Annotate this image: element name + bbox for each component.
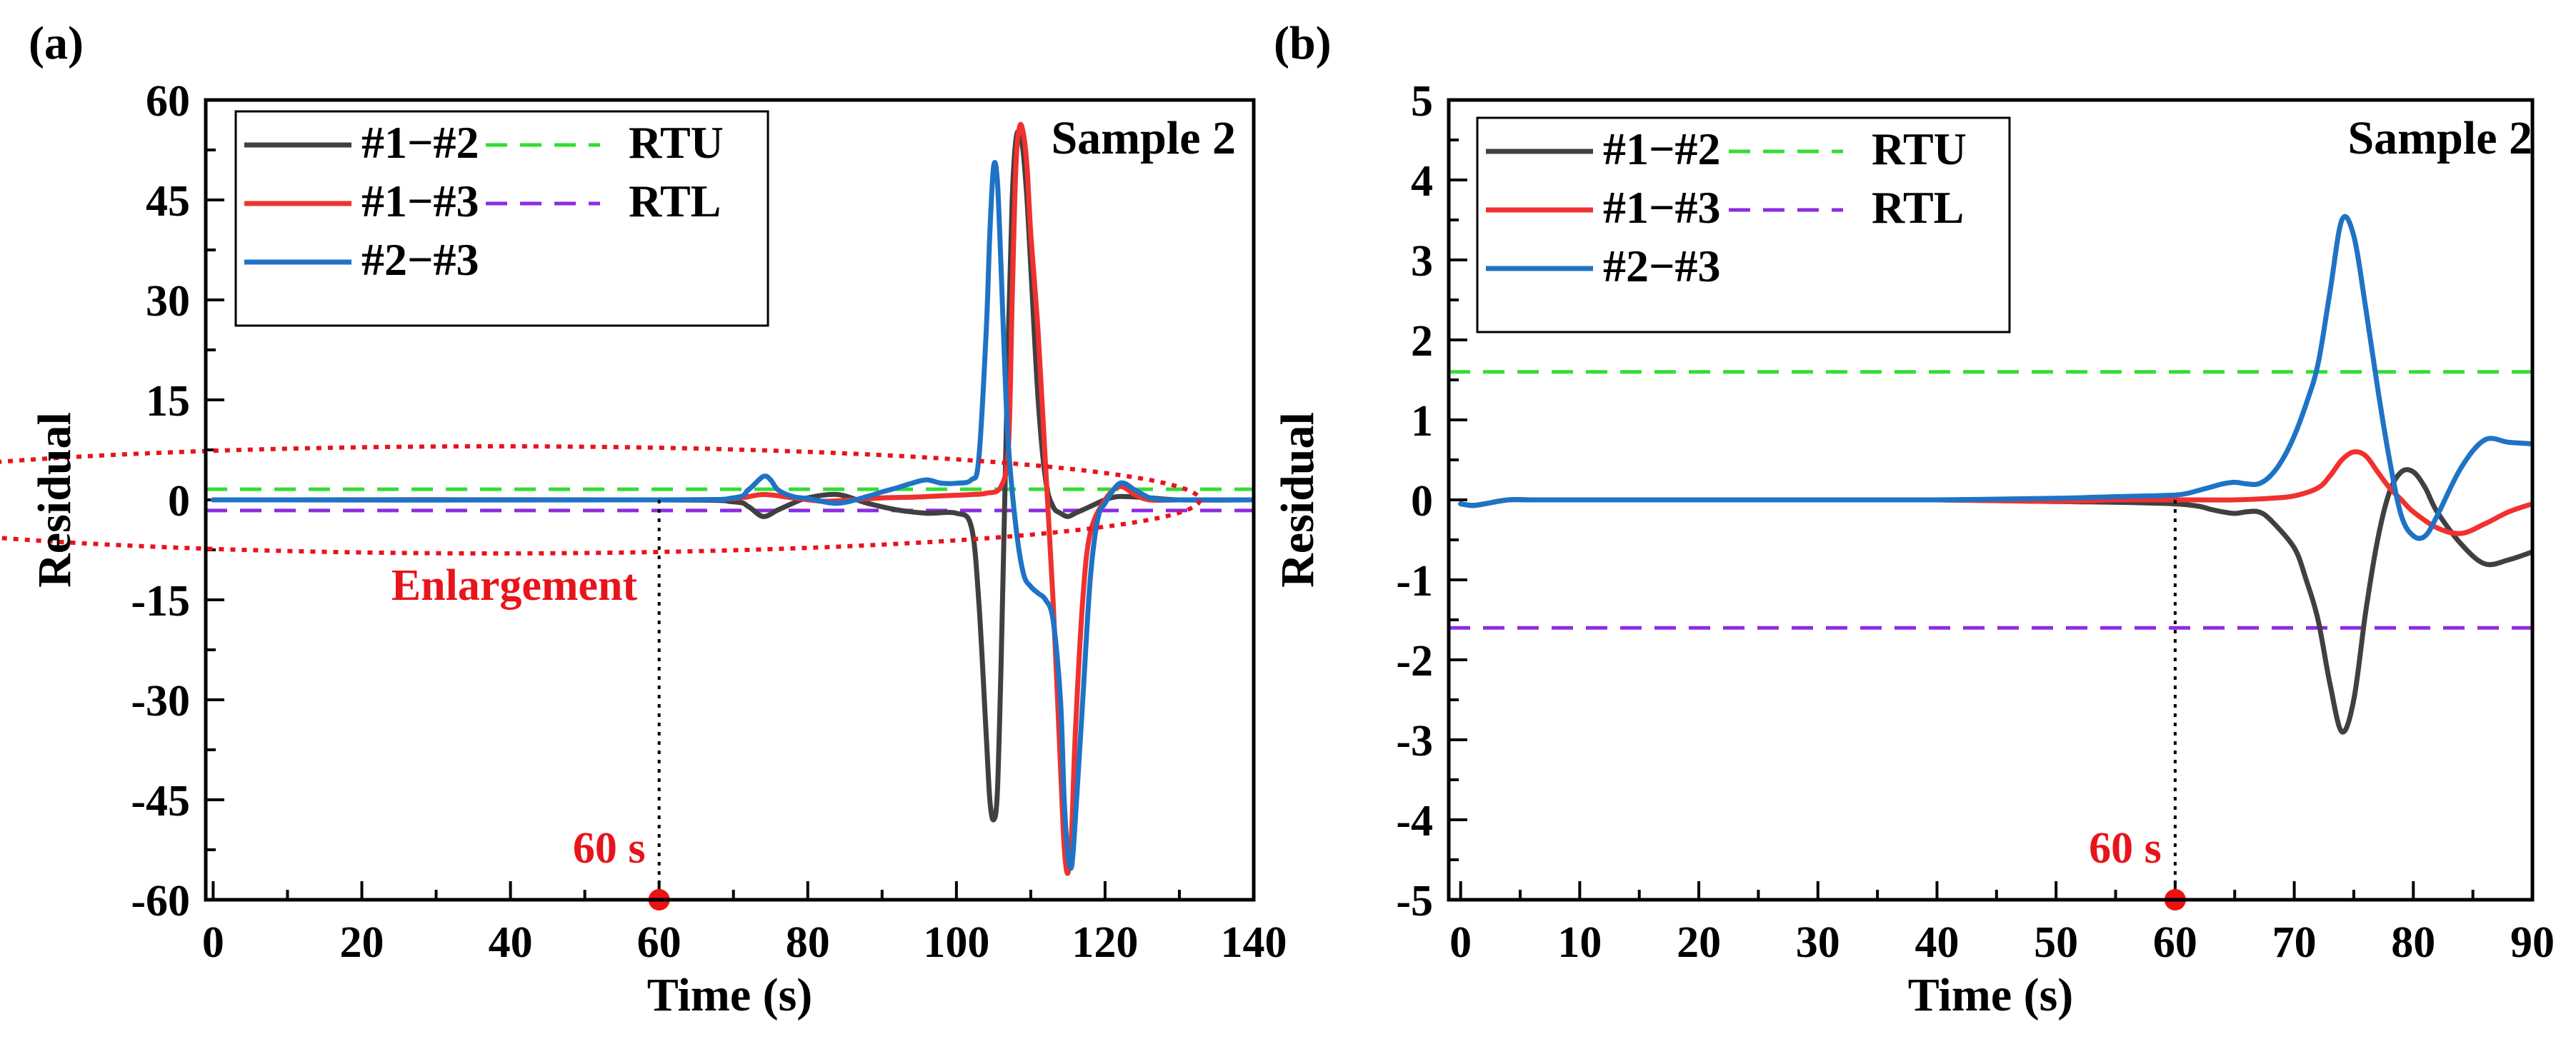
series-line--1-3 — [1458, 449, 2532, 536]
legend-label-rtu: RTU — [1872, 124, 1967, 174]
y-tick-label: -1 — [1396, 557, 1433, 606]
series-line--1-2 — [210, 129, 1254, 823]
legend-label-23: #2−#3 — [1603, 241, 1720, 291]
x-tick-label: 0 — [1449, 918, 1472, 967]
x-axis-label-a: Time (s) — [647, 969, 813, 1021]
y-tick-label: -45 — [131, 777, 190, 825]
legend-label-12: #1−#2 — [361, 117, 479, 168]
y-axis-label-a: Residual — [29, 412, 81, 588]
panel-label-a: (a) — [29, 17, 84, 69]
series-a — [206, 121, 1254, 876]
x-tick-label: 40 — [489, 918, 533, 967]
series-b — [1449, 214, 2532, 735]
y-tick-label: -3 — [1396, 717, 1433, 766]
plot-frame-b — [1447, 98, 2535, 902]
x-tick-label: 60 — [637, 918, 682, 967]
legend-a: #1−#2 #1−#3 #2−#3 RTU RTL — [234, 110, 769, 327]
x-tick-label: 10 — [1557, 918, 1602, 967]
legend-label-rtl: RTL — [629, 176, 721, 226]
x-tick-label: 20 — [1677, 918, 1721, 967]
panel-b: (b) 0 10 20 30 40 50 60 70 80 90543210-1-2-3-4-5 … — [1272, 17, 2555, 1021]
marker-label-60s-b: 60 s — [2089, 824, 2162, 873]
legend-label-12: #1−#2 — [1603, 124, 1720, 174]
y-tick-label: 15 — [146, 377, 190, 426]
plot-frame-a — [204, 98, 1256, 902]
marker-label-60s-a: 60 s — [573, 824, 646, 873]
x-tick-label: 40 — [1914, 918, 1959, 967]
x-tick-label: 20 — [339, 918, 384, 967]
y-tick-label: -4 — [1396, 797, 1433, 845]
panel-a: (a) 0 20 40 60 80 100 120 140 60 45 30 15 0 -15 -30 -45… — [0, 17, 1287, 1021]
y-tick-label: 0 — [1411, 477, 1433, 526]
x-tick-label: 70 — [2272, 918, 2317, 967]
y-tick-label: -30 — [131, 677, 190, 726]
legend-label-13: #1−#3 — [361, 176, 479, 226]
series-line--2-3 — [210, 160, 1254, 871]
y-axis-label-b: Residual — [1272, 412, 1324, 588]
tick-labels-a: 0 20 40 60 80 100 120 140 60 45 30 15 0 -15 -30 -45 -60 — [131, 77, 1287, 967]
legend-b: #1−#2 #1−#3 #2−#3 RTU RTL — [1476, 116, 2011, 333]
x-tick-label: 50 — [2034, 918, 2078, 967]
series-line--1-2 — [1458, 467, 2532, 735]
y-tick-label: -60 — [131, 877, 190, 925]
enlargement-label: Enlargement — [391, 561, 638, 610]
chart-title-a: Sample 2 — [1051, 112, 1236, 164]
y-tick-label: 3 — [1411, 237, 1433, 286]
series-line--2-3 — [1458, 214, 2532, 541]
y-tick-label: -2 — [1396, 637, 1433, 686]
y-tick-label: 4 — [1411, 157, 1433, 206]
y-tick-label: 45 — [146, 177, 190, 226]
y-tick-label: 30 — [146, 277, 190, 326]
legend-label-rtu: RTU — [629, 117, 724, 168]
annotations-b — [2164, 500, 2186, 910]
x-tick-label: 80 — [786, 918, 830, 967]
legend-label-23: #2−#3 — [361, 234, 479, 285]
y-tick-label: -5 — [1396, 877, 1433, 925]
y-tick-label: 60 — [146, 77, 190, 126]
x-tick-label: 140 — [1221, 918, 1287, 967]
x-tick-label: 0 — [202, 918, 224, 967]
x-tick-label: 60 — [2153, 918, 2197, 967]
x-axis-label-b: Time (s) — [1908, 969, 2074, 1021]
y-tick-label: -15 — [131, 577, 190, 626]
x-tick-label: 120 — [1072, 918, 1138, 967]
y-tick-label: 2 — [1411, 317, 1433, 366]
panel-label-b: (b) — [1274, 17, 1332, 69]
x-tick-label: 100 — [923, 918, 989, 967]
legend-label-rtl: RTL — [1872, 182, 1964, 233]
y-tick-label: 1 — [1411, 397, 1433, 446]
x-tick-label: 30 — [1796, 918, 1840, 967]
legend-label-13: #1−#3 — [1603, 182, 1720, 233]
x-tick-label: 90 — [2510, 918, 2555, 967]
y-tick-label: 0 — [168, 477, 190, 526]
chart-title-b: Sample 2 — [2347, 112, 2532, 164]
enlargement-ellipse — [0, 444, 1202, 556]
x-tick-label: 80 — [2391, 918, 2435, 967]
y-tick-label: 5 — [1411, 77, 1433, 126]
